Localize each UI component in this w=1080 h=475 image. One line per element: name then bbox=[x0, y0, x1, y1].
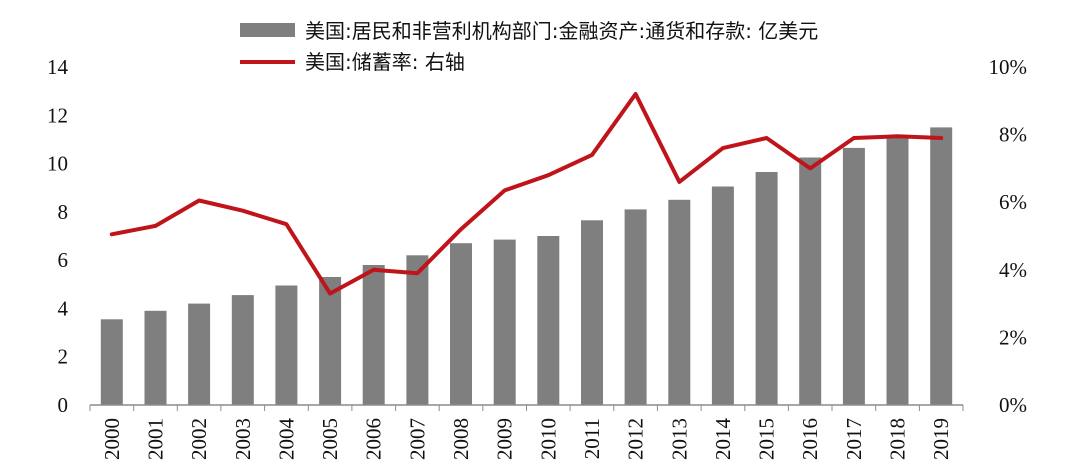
bar-2013 bbox=[668, 199, 691, 405]
bar-2005 bbox=[319, 277, 342, 405]
left-tick-label: 8 bbox=[58, 200, 69, 224]
line-point-2006 bbox=[373, 269, 375, 271]
line-point-2003 bbox=[242, 210, 244, 212]
line-point-2013 bbox=[678, 181, 680, 183]
bar-2003 bbox=[231, 295, 254, 405]
bar-series bbox=[100, 127, 953, 406]
x-tick-label: 2001 bbox=[144, 418, 168, 460]
left-tick-label: 2 bbox=[58, 345, 69, 369]
x-tick-label: 2006 bbox=[362, 418, 386, 460]
right-axis-ticks: 0% 2% 4% 6% 8% 10% bbox=[989, 55, 1028, 417]
bar-2012 bbox=[624, 209, 647, 405]
x-tick-label: 2004 bbox=[274, 418, 298, 461]
x-tick-label: 2000 bbox=[100, 418, 124, 460]
line-point-2007 bbox=[416, 272, 418, 274]
left-tick-label: 0 bbox=[58, 393, 69, 417]
bar-2010 bbox=[537, 236, 560, 405]
left-tick-label: 6 bbox=[58, 248, 69, 272]
line-point-2011 bbox=[591, 154, 593, 156]
line-point-2017 bbox=[853, 137, 855, 139]
x-tick-label: 2003 bbox=[231, 418, 255, 460]
line-point-2018 bbox=[897, 135, 898, 137]
line-point-2012 bbox=[635, 93, 637, 95]
bar-2007 bbox=[406, 255, 429, 405]
bar-2015 bbox=[755, 172, 778, 405]
legend-line-label: 美国:储蓄率: 右轴 bbox=[305, 50, 465, 74]
right-tick-label: 0% bbox=[999, 393, 1027, 417]
line-point-2005 bbox=[329, 293, 331, 294]
x-axis-ticks: 2000 2001 2002 2003 2004 2005 2006 2007 2008 2009… bbox=[100, 418, 953, 461]
x-tick-label: 2019 bbox=[929, 418, 953, 460]
x-tick-label: 2008 bbox=[449, 418, 473, 460]
x-tick-label: 2013 bbox=[667, 418, 691, 460]
bar-2017 bbox=[842, 147, 865, 405]
line-series-layer bbox=[109, 92, 944, 296]
line-point-2008 bbox=[460, 228, 462, 230]
x-tick-label: 2012 bbox=[624, 418, 648, 460]
bar-2008 bbox=[450, 243, 472, 405]
x-tick-label: 2014 bbox=[711, 418, 735, 461]
line-point-2009 bbox=[504, 189, 506, 191]
bar-2016 bbox=[799, 157, 822, 405]
bar-2000 bbox=[100, 319, 123, 405]
x-tick-label: 2018 bbox=[886, 418, 910, 460]
line-point-2010 bbox=[547, 174, 549, 176]
x-tick-label: 2010 bbox=[536, 418, 560, 460]
legend-bar-swatch bbox=[240, 23, 295, 37]
axes bbox=[89, 404, 964, 411]
bar-2019 bbox=[930, 127, 953, 406]
left-tick-label: 10 bbox=[47, 152, 68, 176]
bar-2014 bbox=[711, 186, 734, 405]
bar-2011 bbox=[581, 220, 603, 405]
bar-2009 bbox=[493, 239, 516, 405]
x-tick-label: 2009 bbox=[493, 418, 517, 460]
line-point-2002 bbox=[198, 200, 200, 201]
line-point-2004 bbox=[285, 223, 287, 225]
right-tick-label: 10% bbox=[989, 55, 1028, 79]
right-tick-label: 6% bbox=[999, 190, 1027, 214]
x-tick-label: 2002 bbox=[187, 418, 211, 460]
x-tick-label: 2011 bbox=[580, 418, 604, 459]
left-tick-label: 4 bbox=[58, 296, 69, 320]
legend: 美国:居民和非营利机构部门:金融资产:通货和存款: 亿美元 美国:储蓄率: 右轴 bbox=[240, 19, 818, 74]
right-tick-label: 4% bbox=[999, 258, 1027, 282]
line-point-2001 bbox=[155, 225, 156, 227]
bar-2004 bbox=[275, 285, 298, 405]
x-tick-label: 2007 bbox=[405, 418, 429, 460]
legend-bar-label: 美国:居民和非营利机构部门:金融资产:通货和存款: 亿美元 bbox=[305, 19, 818, 43]
line-point-2015 bbox=[766, 137, 768, 139]
line-point-2014 bbox=[722, 147, 724, 149]
line-point-2016 bbox=[809, 167, 811, 169]
line-point-2019 bbox=[940, 137, 942, 139]
bar-2001 bbox=[144, 310, 167, 405]
x-tick-label: 2005 bbox=[318, 418, 342, 460]
x-tick-label: 2015 bbox=[755, 418, 779, 460]
x-tick-label: 2017 bbox=[842, 418, 866, 460]
bar-2002 bbox=[188, 303, 211, 405]
left-tick-label: 12 bbox=[47, 103, 68, 127]
right-tick-label: 2% bbox=[999, 325, 1027, 349]
line-point-2000 bbox=[111, 233, 113, 235]
bar-2006 bbox=[362, 265, 385, 405]
x-tick-label: 2016 bbox=[798, 418, 822, 460]
savings-rate-line bbox=[109, 92, 944, 296]
bar-2018 bbox=[886, 137, 909, 405]
left-tick-label: 14 bbox=[47, 55, 69, 79]
right-tick-label: 8% bbox=[999, 123, 1027, 147]
left-axis-ticks: 0 2 4 6 8 10 12 14 bbox=[47, 55, 69, 417]
